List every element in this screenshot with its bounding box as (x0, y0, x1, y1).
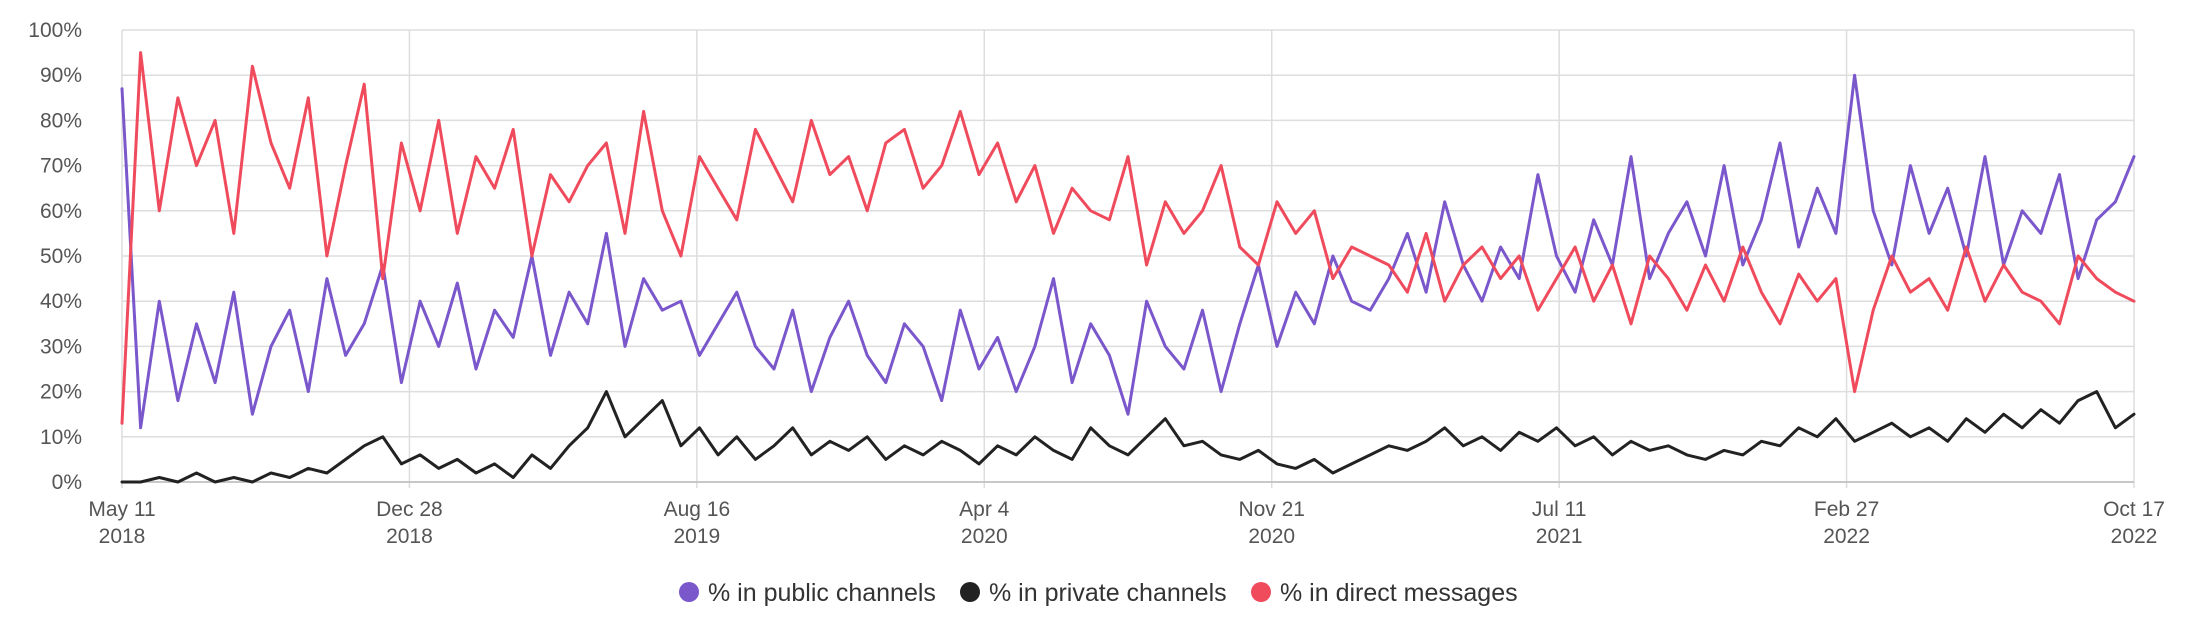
y-tick-label: 50% (40, 245, 82, 268)
x-tick-label-year: 2022 (1823, 525, 1870, 548)
legend-swatch-public (679, 582, 699, 602)
x-tick-label-year: 2020 (961, 525, 1008, 548)
legend-label-public[interactable]: % in public channels (708, 579, 936, 607)
x-tick-label-date: Nov 21 (1238, 498, 1305, 521)
y-tick-label: 40% (40, 290, 82, 313)
x-tick-label-date: Apr 4 (959, 498, 1010, 521)
y-tick-label: 0% (52, 471, 82, 494)
x-tick-label-date: Aug 16 (664, 498, 731, 521)
x-tick-label-date: Feb 27 (1814, 498, 1879, 521)
x-axis: May 11 2018 Dec 28 2018 Aug 16 2019 Apr 4 2020 N… (88, 498, 2165, 548)
y-tick-label: 60% (40, 200, 82, 223)
y-tick-label: 90% (40, 64, 82, 87)
y-tick-label: 70% (40, 155, 82, 178)
y-tick-label: 20% (40, 381, 82, 404)
series-line-in-direct-messages[interactable] (120, 51, 2136, 425)
legend-swatch-private (960, 582, 980, 602)
y-axis: 0% 10% 20% 30% 40% 50% 60% 70% 80% 90% 100% (28, 19, 82, 494)
legend-swatch-direct (1251, 582, 1271, 602)
series-line-in-private-channels[interactable] (120, 390, 2136, 484)
x-tick-label-date: May 11 (88, 498, 155, 521)
x-tick-label-date: Oct 17 (2103, 498, 2165, 521)
x-tick-label-date: Dec 28 (376, 498, 443, 521)
legend-item-direct[interactable]: % in direct messages (1251, 579, 1518, 607)
y-tick-label: 10% (40, 426, 82, 449)
y-tick-label: 100% (28, 19, 82, 42)
grid (121, 29, 2135, 488)
legend-item-private[interactable]: % in private channels (960, 579, 1227, 607)
y-tick-label: 80% (40, 109, 82, 132)
legend-label-private[interactable]: % in private channels (989, 579, 1227, 607)
legend-label-direct[interactable]: % in direct messages (1280, 579, 1518, 607)
x-tick-label-year: 2018 (386, 525, 433, 548)
legend[interactable]: % in public channels % in private channe… (679, 579, 1518, 607)
series-line-in-public-channels[interactable] (120, 73, 2136, 430)
legend-item-public[interactable]: % in public channels (679, 579, 936, 607)
x-tick-label-year: 2019 (673, 525, 720, 548)
y-tick-label: 30% (40, 335, 82, 358)
x-tick-label-year: 2020 (1248, 525, 1295, 548)
x-tick-label-year: 2022 (2111, 525, 2158, 548)
x-tick-label-year: 2018 (99, 525, 146, 548)
series-layer (120, 51, 2136, 484)
x-tick-label-year: 2021 (1536, 525, 1583, 548)
x-tick-label-date: Jul 11 (1532, 498, 1586, 521)
